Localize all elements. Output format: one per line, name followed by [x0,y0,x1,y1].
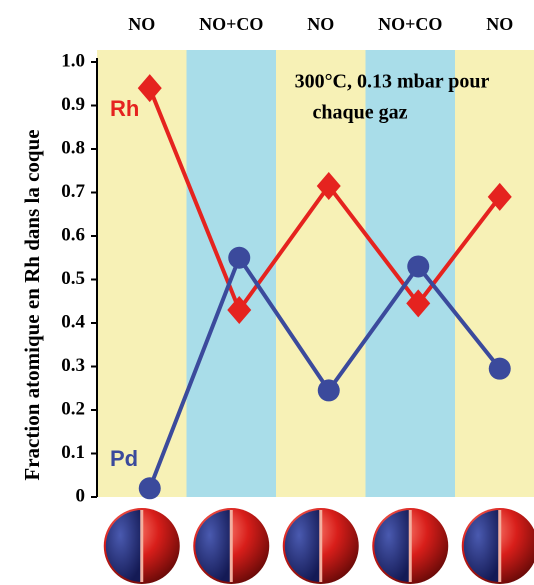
y-tick-label: 0 [76,485,86,506]
x-category-label: NO [486,14,513,34]
point [406,289,431,318]
sphere-core [284,510,321,582]
point [316,171,341,200]
band [455,50,534,497]
point [138,477,161,500]
sphere-row [103,508,534,584]
y-tick-label: 0.6 [61,224,85,245]
y-tick-label: 0.9 [61,94,85,115]
point [228,246,251,269]
band [276,50,366,497]
annotation: 300°C, 0.13 mbar pour [295,71,490,93]
y-tick-label: 0.4 [61,311,85,332]
sphere-core [374,510,411,582]
band [97,50,187,497]
y-tick-label: 0.5 [61,268,85,289]
series-label: Pd [110,446,138,471]
series [137,74,512,500]
point [317,379,340,402]
y-tick-label: 1.0 [61,50,85,71]
y-tick-label: 0.7 [61,181,85,202]
y-tick-label: 0.2 [61,398,85,419]
x-category-label: NO+CO [378,14,442,34]
point [137,74,162,103]
point [227,295,252,324]
sphere-core [463,510,500,582]
series-label: Rh [110,96,139,121]
sphere-core [195,510,232,582]
sphere-core [105,510,142,582]
y-tick-label: 0.8 [61,137,85,158]
y-tick-label: 0.3 [61,355,85,376]
point [488,357,511,380]
point [487,182,512,211]
axes: 0 0.1 0.2 0.3 0.4 0.5 0.6 0.7 0.8 0.9 1.0 [61,50,98,506]
point [407,255,430,278]
x-category-label: NO [128,14,155,34]
y-tick-label: 0.1 [61,442,85,463]
annotation: chaque gaz [313,102,408,124]
y-axis-label: Fraction atomique en Rh dans la coque [20,129,44,480]
x-category-label: NO+CO [199,14,263,34]
x-category-label: NO [307,14,334,34]
